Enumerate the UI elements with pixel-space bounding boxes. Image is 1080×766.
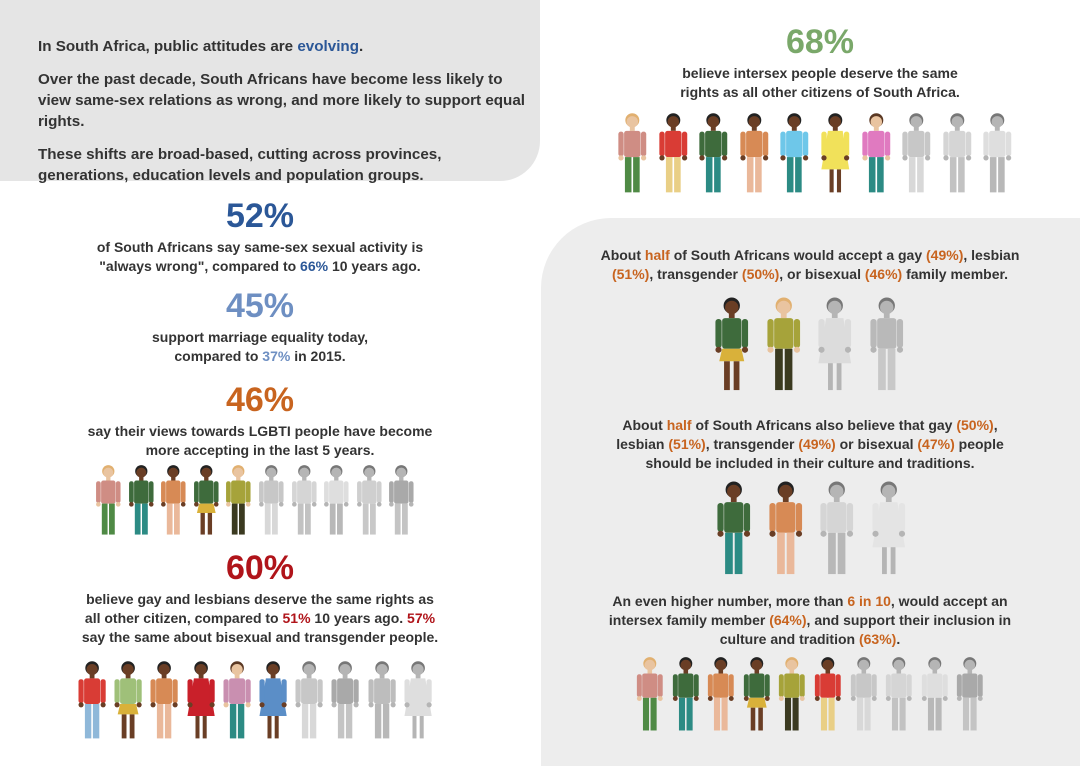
evolving-highlight: evolving xyxy=(297,38,359,55)
person-icon xyxy=(717,481,751,575)
person-icon xyxy=(324,465,349,535)
person-icon xyxy=(768,481,802,575)
person-icon xyxy=(943,113,972,193)
person-icon xyxy=(389,465,414,535)
stat-culture-text: About half of South Africans also believ… xyxy=(616,417,1004,471)
person-icon xyxy=(886,657,912,731)
person-icon xyxy=(114,661,142,739)
person-icon xyxy=(295,661,323,739)
person-icon xyxy=(368,661,396,739)
person-icon xyxy=(193,465,219,535)
person-icon xyxy=(259,661,287,739)
stat-marriage: 45% support marriage equality today, com… xyxy=(110,288,410,366)
person-icon xyxy=(957,657,984,731)
intro-text: In South Africa, public attitudes are ev… xyxy=(38,36,533,198)
stat-views-percent: 46% xyxy=(225,381,295,419)
stat-intersex-percent: 68% xyxy=(785,23,855,61)
person-icon xyxy=(291,465,317,535)
person-icon xyxy=(861,113,890,193)
person-icon xyxy=(78,661,106,739)
people-row-family xyxy=(706,296,912,392)
stat-rights-percent: 60% xyxy=(225,549,295,587)
person-icon xyxy=(658,113,687,193)
person-icon xyxy=(331,661,360,739)
person-icon xyxy=(821,113,850,193)
person-icon xyxy=(226,465,251,535)
person-icon xyxy=(869,297,903,391)
stat-views: 46% say their views towards LGBTI people… xyxy=(85,382,435,460)
person-icon xyxy=(820,481,854,575)
person-icon xyxy=(150,661,179,739)
person-icon xyxy=(128,465,154,535)
stat-always-wrong-percent: 52% xyxy=(225,197,295,235)
person-icon xyxy=(743,657,770,731)
person-icon xyxy=(672,657,699,731)
stat-culture: About half of South Africans also believ… xyxy=(605,416,1015,473)
stat-views-text: say their views towards LGBTI people hav… xyxy=(87,423,433,458)
person-icon xyxy=(818,297,852,391)
stat-marriage-text: support marriage equality today, compare… xyxy=(151,329,368,364)
intro-panel xyxy=(0,0,540,181)
intro-headline: In South Africa, public attitudes are ev… xyxy=(38,38,364,55)
person-icon xyxy=(404,661,432,739)
people-row-views xyxy=(92,464,418,536)
person-icon xyxy=(187,661,215,739)
person-icon xyxy=(921,657,948,731)
person-icon xyxy=(779,657,806,731)
person-icon xyxy=(780,113,809,193)
people-row-rights xyxy=(74,660,436,740)
stat-family: About half of South Africans would accep… xyxy=(600,246,1020,284)
person-icon xyxy=(850,657,877,731)
stat-marriage-percent: 45% xyxy=(225,287,295,325)
person-icon xyxy=(708,657,734,731)
person-icon xyxy=(223,661,251,739)
person-icon xyxy=(259,465,284,535)
stat-intersex-text: believe intersex people deserve the same… xyxy=(680,65,960,100)
person-icon xyxy=(740,113,769,193)
person-icon xyxy=(871,481,905,575)
stat-intersex: 68% believe intersex people deserve the … xyxy=(670,24,970,102)
intro-paragraph-decade: Over the past decade, South Africans hav… xyxy=(38,71,525,130)
person-icon xyxy=(715,297,749,391)
stat-always-wrong: 52% of South Africans say same-sex sexua… xyxy=(90,198,430,276)
family-panel xyxy=(541,218,1080,766)
person-icon xyxy=(96,465,121,535)
person-icon xyxy=(618,113,647,193)
person-icon xyxy=(356,465,382,535)
stat-rights: 60% believe gay and lesbians deserve the… xyxy=(80,550,440,647)
intro-paragraph-shifts: These shifts are broad-based, cutting ac… xyxy=(38,146,442,184)
people-row-culture xyxy=(708,480,914,576)
stat-rights-text: believe gay and lesbians deserve the sam… xyxy=(81,591,439,645)
person-icon xyxy=(161,465,186,535)
people-row-higher xyxy=(632,656,988,732)
person-icon xyxy=(983,113,1012,193)
people-row-intersex xyxy=(612,112,1018,194)
stat-higher: An even higher number, more than 6 in 10… xyxy=(600,592,1020,649)
person-icon xyxy=(902,113,931,193)
stat-always-wrong-text: of South Africans say same-sex sexual ac… xyxy=(96,239,424,274)
stat-family-text: About half of South Africans would accep… xyxy=(600,247,1020,282)
person-icon xyxy=(699,113,728,193)
person-icon xyxy=(814,657,841,731)
stat-higher-text: An even higher number, more than 6 in 10… xyxy=(608,593,1012,647)
person-icon xyxy=(636,657,663,731)
person-icon xyxy=(766,297,800,391)
